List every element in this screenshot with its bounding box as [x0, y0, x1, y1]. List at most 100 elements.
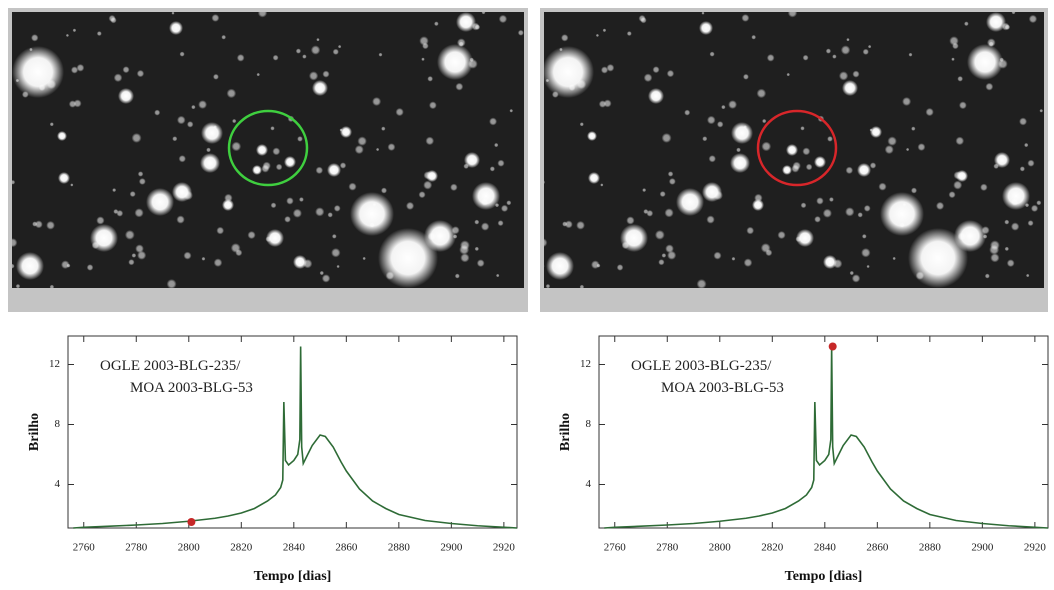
star — [419, 191, 426, 198]
star — [546, 252, 574, 280]
star — [211, 14, 219, 22]
x-tick-label: 2900 — [440, 542, 463, 554]
star — [381, 187, 387, 193]
star — [542, 46, 594, 98]
star — [154, 110, 160, 116]
star — [909, 53, 913, 57]
star — [114, 73, 123, 82]
star — [599, 100, 606, 107]
star — [620, 224, 648, 252]
star — [257, 73, 260, 76]
star — [751, 35, 756, 40]
star — [350, 192, 394, 236]
star — [746, 227, 754, 235]
star — [858, 212, 863, 217]
x-tick-label: 2800 — [709, 542, 732, 554]
star — [744, 258, 753, 267]
y-axis-label: Brilho — [558, 413, 573, 451]
star — [322, 71, 329, 78]
star — [216, 227, 224, 235]
star — [201, 122, 223, 144]
star — [406, 202, 414, 210]
star — [276, 164, 283, 171]
star — [1004, 220, 1009, 225]
star — [994, 152, 1010, 168]
star — [177, 116, 186, 125]
star — [880, 192, 924, 236]
star — [702, 136, 707, 141]
star — [699, 21, 713, 35]
star — [12, 46, 64, 98]
star — [231, 142, 241, 152]
star — [814, 216, 821, 223]
star — [732, 257, 736, 261]
star — [1048, 30, 1054, 36]
star — [130, 191, 136, 197]
star — [222, 199, 234, 211]
star — [626, 216, 634, 224]
star — [850, 271, 854, 275]
star — [171, 12, 174, 15]
star — [426, 170, 438, 182]
star — [867, 265, 870, 268]
star — [587, 131, 597, 141]
star — [167, 279, 177, 289]
star — [658, 259, 664, 265]
star — [322, 274, 330, 282]
star — [627, 31, 632, 36]
star — [861, 248, 870, 257]
star — [561, 34, 568, 41]
star — [827, 136, 833, 142]
star — [498, 220, 504, 226]
star — [562, 221, 567, 226]
star — [379, 53, 383, 57]
star — [16, 284, 20, 288]
star — [926, 108, 934, 116]
star — [206, 148, 211, 153]
star — [96, 216, 104, 224]
star — [669, 178, 676, 185]
star — [309, 71, 318, 80]
y-tick-label: 8 — [586, 418, 592, 430]
star — [957, 76, 963, 82]
star — [823, 255, 837, 269]
star — [949, 36, 958, 45]
figure: 2760278028002820284028602880290029204812… — [0, 0, 1054, 590]
x-tick-label: 2900 — [971, 542, 994, 554]
star — [1027, 160, 1034, 167]
star — [667, 70, 674, 77]
star — [765, 249, 772, 256]
x-tick-label: 2780 — [656, 542, 679, 554]
star — [113, 209, 118, 214]
star — [642, 188, 646, 192]
star — [731, 122, 753, 144]
star — [340, 162, 346, 168]
star — [187, 121, 193, 127]
star — [761, 142, 771, 152]
star — [340, 126, 352, 138]
star — [146, 188, 174, 216]
star — [299, 197, 304, 202]
star — [986, 12, 1006, 32]
star — [676, 188, 704, 216]
star — [741, 14, 749, 22]
annotation: MOA 2003-BLG-53 — [130, 380, 253, 396]
star — [964, 21, 969, 26]
star — [662, 253, 667, 258]
star — [87, 264, 94, 271]
star — [706, 215, 714, 223]
star — [333, 49, 339, 55]
star — [1024, 143, 1028, 147]
star — [870, 162, 876, 168]
star — [655, 230, 665, 240]
star — [134, 208, 143, 217]
star — [456, 12, 476, 32]
star — [334, 205, 341, 212]
star — [297, 136, 303, 142]
star — [311, 45, 320, 54]
star — [1007, 259, 1015, 267]
star — [823, 209, 832, 218]
star — [172, 136, 177, 141]
star — [490, 166, 495, 171]
star — [112, 188, 116, 192]
